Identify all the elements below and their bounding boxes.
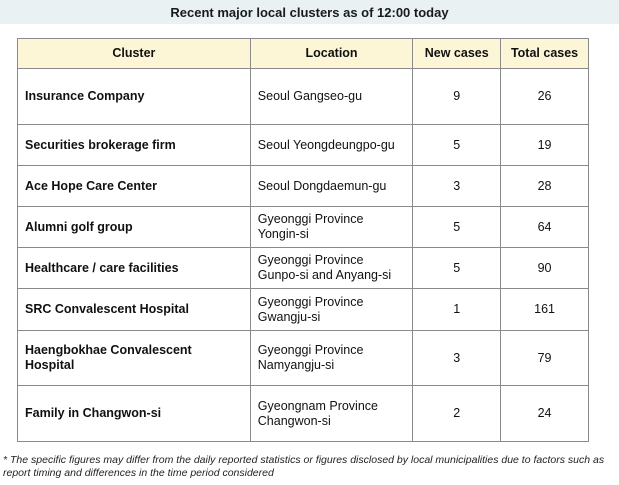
total-cases: 64 <box>500 206 589 248</box>
cluster-location: Gyeonggi Province Namyangju-si <box>249 330 414 386</box>
cluster-location: Seoul Dongdaemun-gu <box>249 165 414 207</box>
table-row: Healthcare / care facilities Gyeonggi Pr… <box>17 247 589 289</box>
new-cases: 5 <box>412 206 502 248</box>
cluster-name: Securities brokerage firm <box>17 124 251 166</box>
total-cases: 28 <box>500 165 589 207</box>
cluster-name: SRC Convalescent Hospital <box>17 288 251 331</box>
total-cases: 161 <box>500 288 589 331</box>
cluster-location: Seoul Yeongdeungpo-gu <box>249 124 414 166</box>
cluster-name: Insurance Company <box>17 68 251 125</box>
page-title: Recent major local clusters as of 12:00 … <box>0 0 619 24</box>
new-cases: 9 <box>412 68 502 125</box>
new-cases: 5 <box>412 124 502 166</box>
table-row: Haengbokhae Convalescent Hospital Gyeong… <box>17 330 589 386</box>
table-row: Securities brokerage firm Seoul Yeongdeu… <box>17 124 589 166</box>
new-cases: 3 <box>412 330 502 386</box>
table-row: Alumni golf group Gyeonggi Province Yongi… <box>17 206 589 248</box>
table-row: Insurance Company Seoul Gangseo-gu 9 26 <box>17 68 589 125</box>
cluster-name: Alumni golf group <box>17 206 251 248</box>
cluster-location: Seoul Gangseo-gu <box>249 68 414 125</box>
header-cluster: Cluster <box>17 38 251 69</box>
total-cases: 79 <box>500 330 589 386</box>
cluster-location: Gyeonggi Province Gunpo-si and Anyang-si <box>249 247 414 289</box>
table-row: Family in Changwon-si Gyeongnam Province… <box>17 385 589 442</box>
new-cases: 3 <box>412 165 502 207</box>
cluster-location: Gyeongnam Province Changwon-si <box>249 385 414 442</box>
total-cases: 19 <box>500 124 589 166</box>
total-cases: 26 <box>500 68 589 125</box>
new-cases: 2 <box>412 385 502 442</box>
total-cases: 24 <box>500 385 589 442</box>
cluster-name: Haengbokhae Convalescent Hospital <box>17 330 251 386</box>
cluster-name: Ace Hope Care Center <box>17 165 251 207</box>
cluster-name: Healthcare / care facilities <box>17 247 251 289</box>
cluster-name: Family in Changwon-si <box>17 385 251 442</box>
footnote: * The specific figures may differ from t… <box>3 454 605 479</box>
header-total-cases: Total cases <box>500 38 589 69</box>
new-cases: 1 <box>412 288 502 331</box>
table-row: Ace Hope Care Center Seoul Dongdaemun-gu… <box>17 165 589 207</box>
cluster-location: Gyeonggi Province Gwangju-si <box>249 288 414 331</box>
new-cases: 5 <box>412 247 502 289</box>
table-header-row: Cluster Location New cases Total cases <box>17 38 589 69</box>
header-new-cases: New cases <box>412 38 502 69</box>
cluster-location: Gyeonggi Province Yongin-si <box>249 206 414 248</box>
header-location: Location <box>249 38 414 69</box>
total-cases: 90 <box>500 247 589 289</box>
clusters-table: Cluster Location New cases Total cases I… <box>17 38 589 442</box>
table-row: SRC Convalescent Hospital Gyeonggi Provi… <box>17 288 589 331</box>
